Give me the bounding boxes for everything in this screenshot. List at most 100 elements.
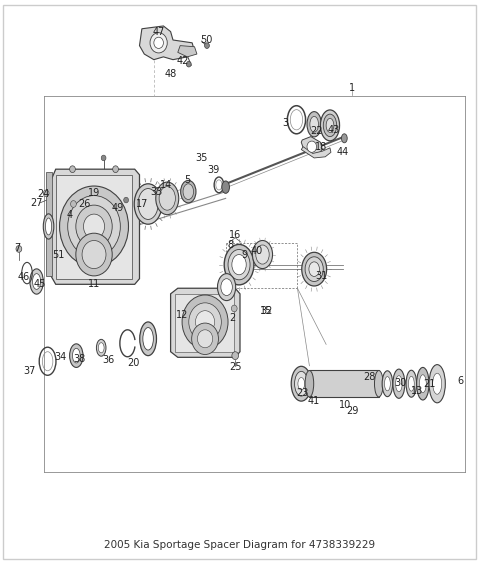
Polygon shape <box>175 294 234 352</box>
Text: 19: 19 <box>88 188 100 198</box>
Text: 37: 37 <box>23 367 36 376</box>
Ellipse shape <box>305 370 314 397</box>
Ellipse shape <box>393 369 405 398</box>
Text: 51: 51 <box>52 249 64 260</box>
Ellipse shape <box>302 252 326 286</box>
Ellipse shape <box>305 257 323 282</box>
Text: 29: 29 <box>346 406 359 415</box>
Ellipse shape <box>432 373 442 394</box>
Text: 7: 7 <box>14 243 21 253</box>
Circle shape <box>68 195 120 257</box>
Ellipse shape <box>429 365 445 403</box>
Circle shape <box>307 141 317 153</box>
Circle shape <box>82 240 106 269</box>
Ellipse shape <box>180 180 196 203</box>
Text: 6: 6 <box>457 377 463 386</box>
Circle shape <box>197 330 213 348</box>
Text: 41: 41 <box>308 396 320 405</box>
Text: 28: 28 <box>363 372 375 382</box>
Circle shape <box>113 166 119 172</box>
Text: 32: 32 <box>260 306 273 316</box>
Circle shape <box>101 155 106 161</box>
Polygon shape <box>178 46 197 57</box>
Ellipse shape <box>221 279 232 296</box>
Text: 2: 2 <box>230 313 236 323</box>
Ellipse shape <box>228 249 250 280</box>
Text: 14: 14 <box>160 180 172 190</box>
Text: 8: 8 <box>228 240 233 250</box>
Ellipse shape <box>252 240 273 269</box>
Ellipse shape <box>183 184 193 199</box>
Ellipse shape <box>420 375 426 392</box>
Text: 48: 48 <box>165 69 177 79</box>
Text: 13: 13 <box>411 386 423 396</box>
Ellipse shape <box>408 376 414 391</box>
Ellipse shape <box>159 186 175 210</box>
Ellipse shape <box>256 245 269 264</box>
Ellipse shape <box>72 348 80 363</box>
Ellipse shape <box>326 118 334 132</box>
Polygon shape <box>140 26 194 60</box>
Ellipse shape <box>140 322 156 356</box>
Circle shape <box>231 305 237 312</box>
Text: 15: 15 <box>260 306 273 316</box>
Polygon shape <box>301 147 331 158</box>
Circle shape <box>60 186 129 267</box>
Ellipse shape <box>138 189 158 220</box>
Text: 43: 43 <box>327 125 339 135</box>
Ellipse shape <box>291 367 312 401</box>
Ellipse shape <box>406 370 417 397</box>
Text: 1: 1 <box>349 83 356 93</box>
Text: 46: 46 <box>18 272 30 282</box>
Ellipse shape <box>384 377 390 391</box>
Circle shape <box>154 37 163 48</box>
Text: 23: 23 <box>296 388 309 397</box>
Text: 9: 9 <box>242 249 248 260</box>
Polygon shape <box>310 370 379 396</box>
Circle shape <box>189 303 221 341</box>
Ellipse shape <box>134 184 162 224</box>
Text: 39: 39 <box>207 166 220 175</box>
Ellipse shape <box>323 114 336 137</box>
Ellipse shape <box>309 262 320 276</box>
Ellipse shape <box>321 110 339 141</box>
Ellipse shape <box>417 368 429 400</box>
Text: 31: 31 <box>315 271 327 281</box>
Text: 45: 45 <box>34 279 46 289</box>
Text: 3: 3 <box>282 118 288 128</box>
Text: 47: 47 <box>153 26 165 37</box>
Ellipse shape <box>224 244 254 285</box>
Ellipse shape <box>295 372 308 396</box>
Ellipse shape <box>382 371 393 396</box>
Text: 50: 50 <box>200 35 213 45</box>
Ellipse shape <box>341 134 347 143</box>
Polygon shape <box>51 169 140 284</box>
Ellipse shape <box>217 274 236 301</box>
Text: 26: 26 <box>78 199 91 209</box>
Circle shape <box>124 197 129 203</box>
Text: 42: 42 <box>176 56 189 66</box>
Text: 12: 12 <box>176 310 189 320</box>
Polygon shape <box>301 137 323 157</box>
Ellipse shape <box>98 343 104 353</box>
Text: 36: 36 <box>102 355 115 365</box>
Text: 33: 33 <box>150 187 162 196</box>
Text: 25: 25 <box>229 362 241 372</box>
Ellipse shape <box>43 214 54 239</box>
Text: 21: 21 <box>423 379 435 388</box>
Circle shape <box>70 166 75 172</box>
Ellipse shape <box>143 328 154 350</box>
Text: 22: 22 <box>311 126 323 136</box>
Text: 10: 10 <box>339 400 351 410</box>
Ellipse shape <box>156 182 179 215</box>
Text: 20: 20 <box>128 358 140 368</box>
Circle shape <box>84 214 105 239</box>
Text: 34: 34 <box>54 352 67 363</box>
Circle shape <box>71 200 76 207</box>
Ellipse shape <box>310 117 319 132</box>
Circle shape <box>204 43 209 48</box>
Ellipse shape <box>70 344 83 368</box>
Ellipse shape <box>307 111 322 137</box>
Text: 38: 38 <box>73 354 86 364</box>
Text: 17: 17 <box>136 199 148 209</box>
